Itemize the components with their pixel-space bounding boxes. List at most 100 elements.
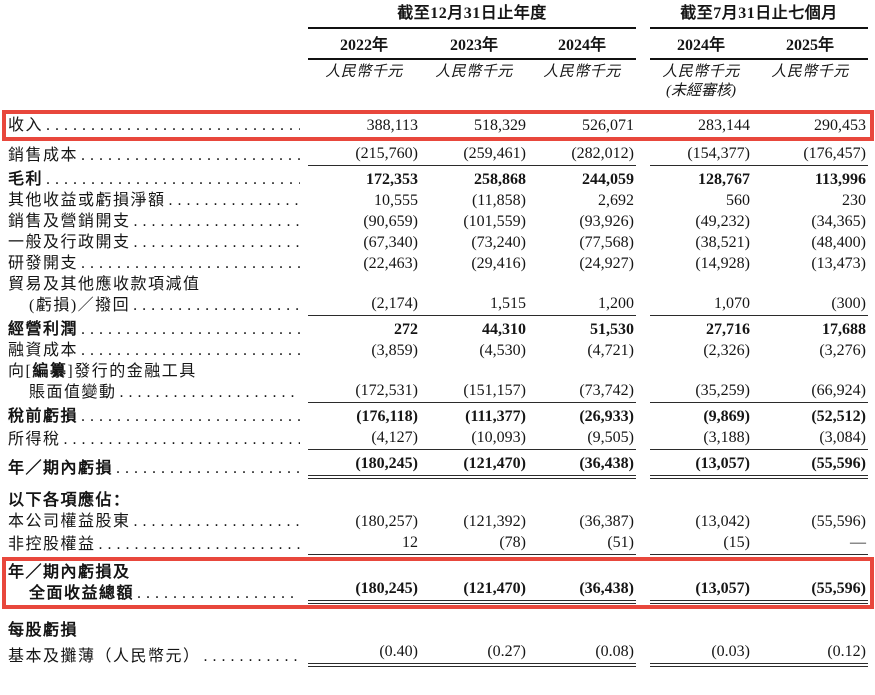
label-text: 其他收益或虧損淨額 <box>8 192 166 209</box>
unit-label: 人民幣千元 <box>543 64 621 80</box>
value-cell: (121,470) <box>420 453 528 479</box>
row-label: 稅前虧損 <box>6 406 308 427</box>
value-cell: (73,240) <box>471 234 526 251</box>
row-label: 銷售成本 <box>6 145 308 166</box>
value-cell: 113,996 <box>814 171 866 188</box>
value-cell: (49,232) <box>695 213 750 230</box>
label-text: (虧損)／撥回 <box>29 297 131 314</box>
row-label: 向[編纂]發行的金融工具 賬面值變動 <box>6 361 308 403</box>
dot-leader <box>99 534 300 555</box>
highlight-box: 年／期內虧損及全面收益總額(180,245)(121,470)(36,438)(… <box>2 557 874 609</box>
value-cell: 128,767 <box>698 171 750 188</box>
row-label: 每股虧損 <box>6 620 868 641</box>
value-cell: (14,928) <box>695 255 750 272</box>
header-label-spacer <box>6 4 308 29</box>
value-cell: 388,113 <box>366 117 418 134</box>
row-label: 銷售及營銷開支 <box>6 211 308 232</box>
value-cell: (67,340) <box>363 234 418 251</box>
value-cell: (172,531) <box>308 380 420 403</box>
value-cell: 272 <box>394 321 418 338</box>
dot-leader <box>81 406 300 427</box>
label-text: 貿易及其他應收款項減值 <box>8 276 201 293</box>
value-cell: (36,438) <box>528 453 636 479</box>
row-cost-of-sales: 銷售成本 (215,760)(259,461)(282,012) (154,377)… <box>6 143 869 166</box>
row-loss-before-tax: 稅前虧損 (176,118) (111,377) (26,933) (9,869) (52… <box>6 406 869 427</box>
label-text: 賬面值變動 <box>29 384 117 401</box>
label-text: 一般及行政開支 <box>8 234 131 251</box>
value-cell: (215,760) <box>308 143 420 166</box>
dot-leader <box>169 190 300 211</box>
dot-leader <box>134 232 300 253</box>
dot-leader <box>133 295 300 316</box>
value-cell: (26,933) <box>579 408 634 425</box>
row-label: 收入 <box>6 115 308 136</box>
value-cell: (38,521) <box>695 234 750 251</box>
row-eps-basic-diluted: 基本及攤薄（人民幣元） (0.40)(0.27)(0.08) (0.03)(0.12… <box>6 641 869 667</box>
unaudited-note: (未經審核) <box>666 83 736 99</box>
dot-leader <box>204 646 300 667</box>
column-year-2023: 2023年 <box>420 36 528 60</box>
row-label: 其他收益或虧損淨額 <box>6 190 308 211</box>
value-cell: 44,310 <box>482 321 526 338</box>
value-cell: (13,473) <box>811 255 866 272</box>
row-equity-shareholders: 本公司權益股東 (180,257) (121,392) (36,387) (13,042… <box>6 511 869 532</box>
dot-leader <box>81 319 300 340</box>
value-cell: (13,057) <box>650 578 752 604</box>
value-cell: (4,721) <box>587 342 634 359</box>
label-text: 收入 <box>8 117 44 134</box>
row-label: 貿易及其他應收款項減值 (虧損)／撥回 <box>6 274 308 316</box>
value-cell: 526,071 <box>582 117 634 134</box>
value-cell: (55,596) <box>811 513 866 530</box>
value-cell: (4,530) <box>479 342 526 359</box>
row-label: 研發開支 <box>6 253 308 274</box>
value-cell: (121,470) <box>420 578 528 604</box>
label-text: 每股虧損 <box>8 622 79 639</box>
value-cell: (3,188) <box>650 427 752 450</box>
row-label: 基本及攤薄（人民幣元） <box>6 646 308 667</box>
value-cell: (51) <box>528 532 636 555</box>
header-years: 2022年 2023年 2024年 2024年 2025年 <box>6 36 869 60</box>
value-cell: (66,924) <box>752 380 868 403</box>
value-cell: (101,559) <box>463 213 526 230</box>
unit-label: 人民幣千元 <box>771 64 849 80</box>
label-text: 稅前虧損 <box>8 408 79 425</box>
value-cell: (0.40) <box>308 641 420 667</box>
value-cell: (2,174) <box>308 293 420 316</box>
row-label: 所得稅 <box>6 429 308 450</box>
value-cell: (29,416) <box>471 255 526 272</box>
dot-leader <box>46 115 300 136</box>
value-cell: (0.08) <box>528 641 636 667</box>
value-cell: (0.03) <box>650 641 752 667</box>
value-cell: (36,387) <box>579 513 634 530</box>
label-text: 以下各項應佔： <box>8 492 131 509</box>
dot-leader <box>81 253 300 274</box>
value-cell: (3,859) <box>371 342 418 359</box>
value-cell: 258,868 <box>474 171 526 188</box>
value-cell: (24,927) <box>579 255 634 272</box>
value-cell: 17,688 <box>822 321 866 338</box>
column-interim-2024: 2024年 <box>650 36 752 60</box>
label-text: 年／期內虧損及 <box>8 564 131 581</box>
value-cell: (180,245) <box>308 578 420 604</box>
row-financial-instruments-carrying-change: 向[編纂]發行的金融工具賬面值變動(172,531)(151,157)(73,7… <box>6 361 869 403</box>
dot-leader <box>116 458 300 479</box>
row-label: 融資成本 <box>6 340 308 361</box>
value-cell: (52,512) <box>811 408 866 425</box>
label-text: 非控股權益 <box>8 536 96 553</box>
value-cell: (77,568) <box>579 234 634 251</box>
value-cell: (176,118) <box>356 408 418 425</box>
value-cell: (73,742) <box>528 380 636 403</box>
row-loss-per-share-heading: 每股虧損 <box>6 620 869 641</box>
label-text: 研發開支 <box>8 255 79 272</box>
row-label: 年／期內虧損 <box>6 458 308 479</box>
value-cell: (93,926) <box>579 213 634 230</box>
column-interim-2025: 2025年 <box>752 36 868 60</box>
value-cell: (90,659) <box>363 213 418 230</box>
row-gross-profit: 毛利 172,353 258,868 244,059 128,767 113,996 <box>6 169 869 190</box>
value-cell: (48,400) <box>811 234 866 251</box>
row-label: 經營利潤 <box>6 319 308 340</box>
period-group-annual: 截至12月31日止年度 <box>308 4 636 29</box>
statement-rows: 收入 388,113 518,329 526,071 283,144 290,453 銷售成… <box>2 110 874 667</box>
unit-label: 人民幣千元 <box>325 64 403 80</box>
